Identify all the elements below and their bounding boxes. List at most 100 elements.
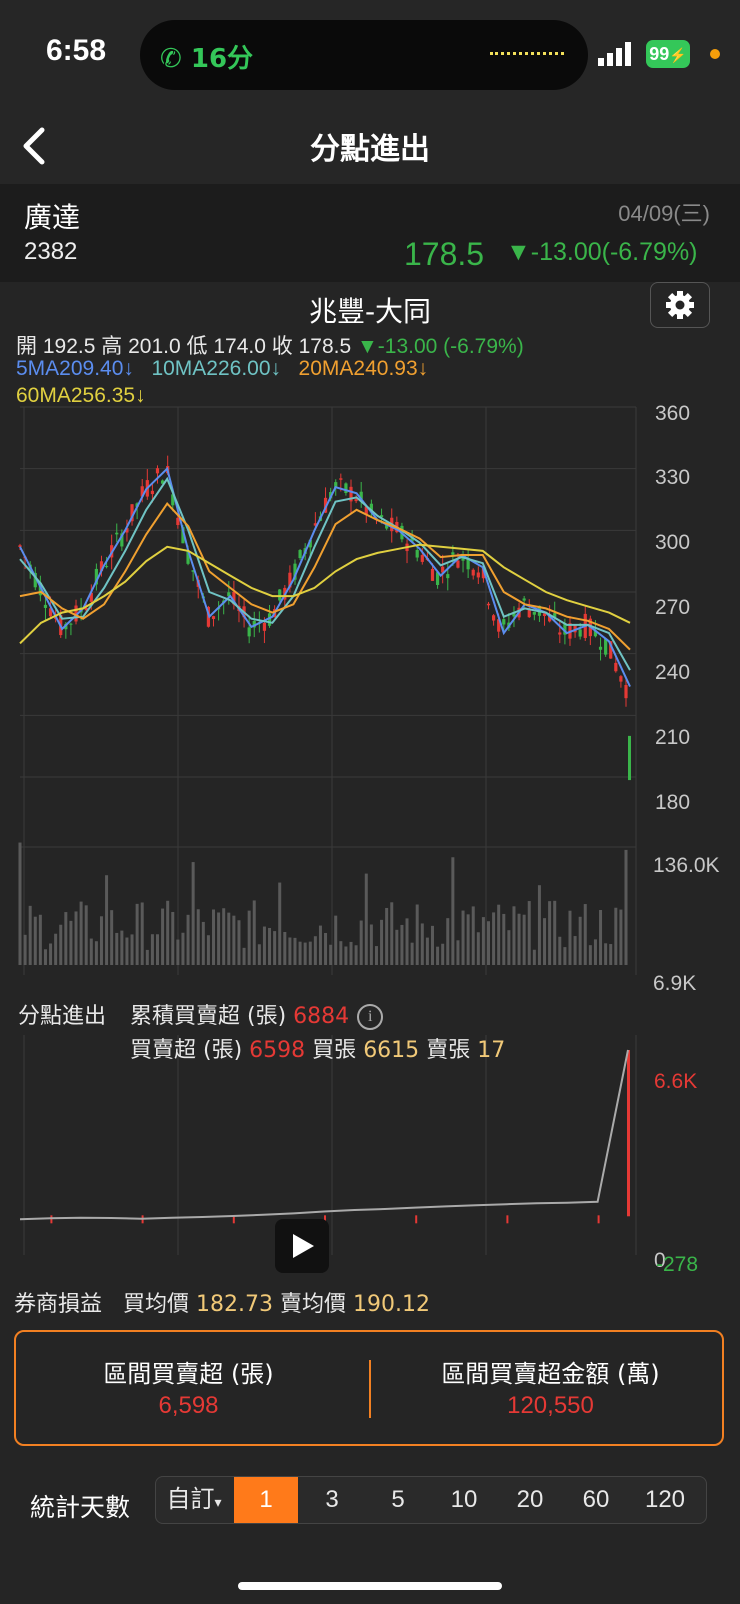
candle-body [476, 572, 480, 578]
volume-bar [186, 914, 190, 965]
candle-body [104, 566, 109, 568]
caret-down-icon: ▾ [214, 1494, 222, 1510]
ma-legend-row2: 60MA256.35↓ [16, 384, 146, 408]
candle-body [481, 568, 486, 579]
back-button[interactable] [16, 118, 56, 174]
custom-days-dropdown[interactable]: 自訂▾ [166, 1486, 222, 1513]
candle-body [69, 623, 73, 625]
candle-body [278, 589, 282, 601]
page-title: 分點進出 [310, 132, 430, 167]
volume-bar [232, 915, 236, 965]
dynamic-island[interactable] [140, 20, 588, 90]
ma-legend-row1: 5MA209.40↓ 10MA226.00↓ 20MA240.93↓ [16, 357, 428, 381]
volume-bar [196, 909, 200, 965]
volume-bar [227, 912, 231, 965]
volume-bar [155, 934, 159, 965]
candle-body [293, 563, 297, 580]
candle-body [614, 662, 618, 672]
candle-body [267, 613, 272, 626]
candle-body [542, 613, 547, 617]
days-option-3[interactable]: 3 [325, 1486, 339, 1513]
days-option-120[interactable]: 120 [644, 1486, 686, 1513]
flow-detail: 買賣超 (張) 6598 買張 6615 賣張 17 [130, 1038, 506, 1063]
battery-level: 99 [649, 44, 670, 64]
volume-bar [38, 914, 42, 965]
call-indicator[interactable]: ✆ 16分 [160, 38, 253, 75]
candle-body [308, 539, 312, 548]
candle-body [471, 569, 475, 576]
volume-tick-label: 6.9K [653, 972, 697, 995]
candle-body [232, 591, 236, 605]
flow-bar [232, 1215, 235, 1224]
summary-card: 區間買賣超 (張) 6,598 區間買賣超金額 (萬) 120,550 [14, 1330, 724, 1446]
pnl-title: 券商損益 [14, 1292, 103, 1317]
candle-body [99, 561, 104, 572]
volume-bar [105, 875, 109, 965]
volume-bar [578, 916, 582, 965]
volume-bar [502, 913, 506, 965]
volume-bar [303, 942, 307, 965]
volume-bar [201, 921, 205, 965]
volume-bar [563, 947, 567, 965]
days-option-20[interactable]: 20 [516, 1486, 544, 1513]
flow-line-series [19, 1049, 629, 1221]
candle-body [385, 522, 389, 529]
summary-net-value: 6,598 [158, 1392, 219, 1419]
volume-bar [28, 905, 32, 965]
ma-line-10MA [19, 476, 631, 671]
chevron-left-icon [23, 127, 45, 165]
charts-svg[interactable] [0, 395, 740, 1275]
price-tick-label: 240 [655, 661, 691, 684]
volume-bar [471, 906, 475, 965]
candle-body [150, 490, 155, 495]
volume-bar [110, 910, 114, 965]
candle-body [435, 572, 440, 585]
summary-net-label: 區間買賣超 (張) [103, 1360, 274, 1388]
status-time: 6:58 [46, 34, 107, 67]
days-selector: 自訂▾ 1 3 5 10 20 60 120 [155, 1476, 707, 1524]
volume-bar [512, 906, 516, 965]
volume-bar [334, 915, 338, 965]
volume-bar [140, 902, 144, 965]
volume-bar [507, 930, 511, 965]
volume-bar [461, 910, 465, 965]
candle-body [155, 468, 160, 474]
volume-bar [456, 940, 460, 965]
candle-body [313, 523, 317, 526]
volume-bar [262, 926, 266, 965]
broker-name[interactable]: 兆豐-大同 [308, 295, 432, 328]
volume-bar [492, 912, 496, 965]
volume-bar [517, 913, 521, 965]
candle-body [84, 608, 88, 611]
buy-value: 6615 [363, 1038, 420, 1063]
volume-bar [385, 907, 389, 965]
days-option-5[interactable]: 5 [391, 1486, 405, 1513]
candle-body [339, 478, 343, 480]
open-value: 192.5 [42, 335, 96, 358]
volume-bar [145, 949, 149, 965]
volume-bar [543, 918, 547, 965]
volume-bar [430, 925, 434, 965]
ma-lines [19, 466, 631, 688]
volume-bar [293, 937, 297, 965]
play-button[interactable] [275, 1219, 329, 1273]
volume-bar [257, 944, 261, 965]
volume-bar [609, 944, 613, 965]
candle-body [288, 572, 292, 588]
flow-line [19, 1049, 629, 1221]
summary-amount-label: 區間買賣超金額 (萬) [441, 1360, 660, 1388]
volume-bar [619, 909, 623, 965]
candle-body [512, 611, 516, 617]
settings-button[interactable] [650, 282, 710, 328]
volume-bar [176, 939, 180, 965]
ma60-legend: 60MA256.35↓ [16, 384, 146, 407]
info-icon[interactable]: i [357, 1004, 384, 1030]
days-option-1[interactable]: 1 [234, 1477, 298, 1523]
days-option-10[interactable]: 10 [450, 1486, 478, 1513]
volume-bar [288, 937, 292, 965]
sell-value: 17 [477, 1038, 506, 1063]
candle-body [334, 482, 338, 489]
days-option-60[interactable]: 60 [582, 1486, 610, 1513]
volume-bar [415, 904, 419, 965]
candle-body [359, 491, 363, 500]
